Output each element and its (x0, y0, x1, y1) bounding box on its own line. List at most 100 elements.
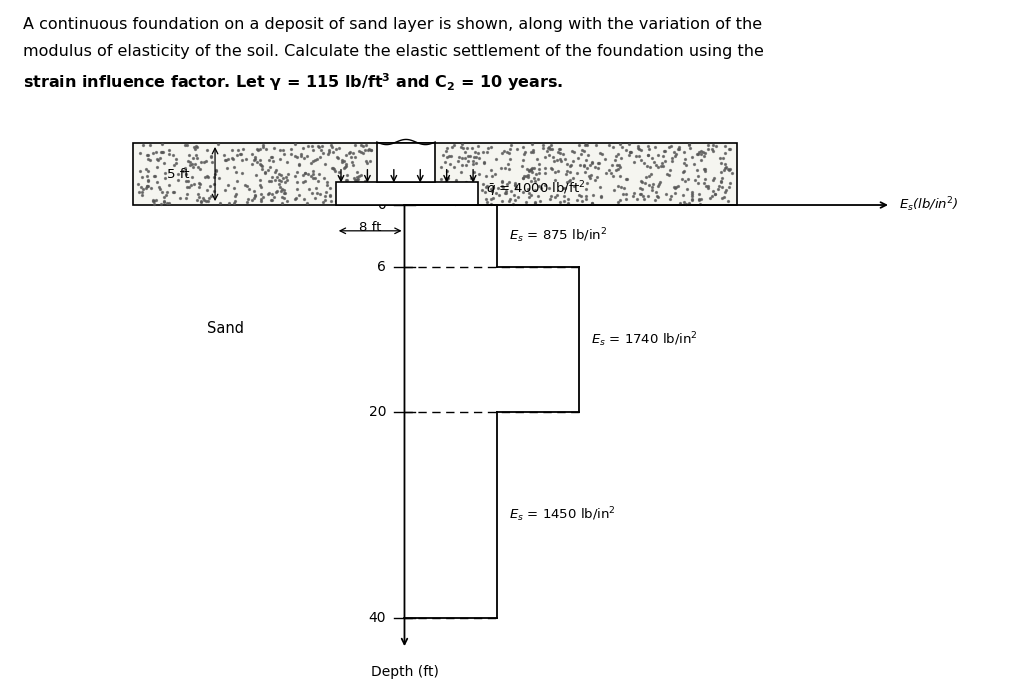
Point (650, 178, 667, 189)
Point (542, 194, 558, 205)
Point (455, 142, 471, 153)
Point (713, 177, 729, 188)
Point (552, 154, 568, 165)
Point (705, 185, 721, 196)
Text: strain influence factor. Let $\mathbf{\gamma}$ = 115 $\mathbf{lb/ft^3}$ and $\ma: strain influence factor. Let $\mathbf{\g… (23, 71, 563, 93)
Point (628, 150, 644, 161)
Point (575, 160, 592, 171)
Point (494, 195, 510, 206)
Point (556, 195, 572, 206)
Point (361, 155, 378, 166)
Point (494, 175, 510, 186)
Point (156, 197, 172, 207)
Point (551, 144, 567, 155)
Point (495, 182, 511, 192)
Point (441, 179, 458, 190)
Point (347, 139, 364, 150)
Point (607, 150, 624, 161)
Point (328, 143, 344, 154)
Point (296, 194, 312, 205)
Text: 8 ft: 8 ft (359, 221, 381, 234)
Point (289, 152, 305, 163)
Point (705, 174, 721, 185)
Point (459, 143, 475, 154)
Point (170, 169, 186, 180)
Point (560, 175, 577, 186)
Point (696, 165, 713, 176)
Point (204, 157, 220, 168)
Bar (133, 143, 737, 205)
Point (565, 173, 582, 184)
Point (679, 184, 695, 195)
Point (297, 168, 313, 179)
Point (677, 154, 693, 165)
Point (692, 193, 709, 204)
Point (631, 143, 647, 154)
Point (283, 148, 299, 159)
Point (582, 173, 598, 184)
Point (266, 175, 283, 186)
Point (716, 165, 732, 175)
Point (565, 147, 582, 158)
Point (271, 153, 288, 164)
Point (601, 165, 617, 175)
Point (552, 155, 568, 166)
Point (557, 169, 573, 180)
Point (349, 171, 366, 182)
Bar (336, 182, 478, 205)
Point (453, 141, 469, 152)
Point (325, 147, 341, 158)
Point (349, 173, 366, 184)
Point (507, 177, 523, 188)
Point (464, 143, 480, 154)
Point (718, 162, 734, 173)
Point (527, 168, 544, 179)
Point (450, 188, 466, 199)
Point (238, 153, 254, 164)
Point (634, 177, 650, 188)
Point (337, 161, 353, 172)
Point (700, 143, 717, 154)
Point (633, 176, 649, 187)
Point (438, 143, 455, 154)
Point (655, 146, 672, 156)
Point (353, 188, 370, 199)
Point (309, 141, 326, 152)
Point (502, 194, 518, 205)
Point (629, 194, 645, 205)
Point (253, 188, 269, 199)
Point (640, 180, 656, 190)
Point (502, 154, 518, 165)
Point (288, 192, 304, 203)
Point (647, 141, 664, 152)
Point (145, 195, 162, 206)
Point (614, 188, 631, 199)
Point (225, 162, 242, 173)
Point (330, 152, 346, 163)
Point (523, 163, 540, 173)
Point (244, 194, 260, 205)
Point (354, 148, 371, 158)
Point (675, 190, 691, 201)
Point (525, 147, 542, 158)
Point (177, 139, 194, 150)
Point (355, 140, 372, 151)
Point (714, 192, 730, 203)
Point (139, 180, 156, 191)
Point (466, 167, 482, 177)
Point (141, 139, 158, 150)
Point (632, 183, 648, 194)
Point (647, 194, 664, 205)
Point (447, 184, 464, 194)
Point (180, 150, 197, 160)
Point (577, 140, 593, 151)
Point (575, 146, 592, 156)
Point (641, 171, 657, 182)
Point (314, 197, 331, 208)
Point (322, 183, 338, 194)
Point (696, 173, 713, 184)
Point (442, 158, 459, 169)
Point (330, 183, 346, 194)
Point (240, 193, 256, 204)
Point (573, 145, 590, 156)
